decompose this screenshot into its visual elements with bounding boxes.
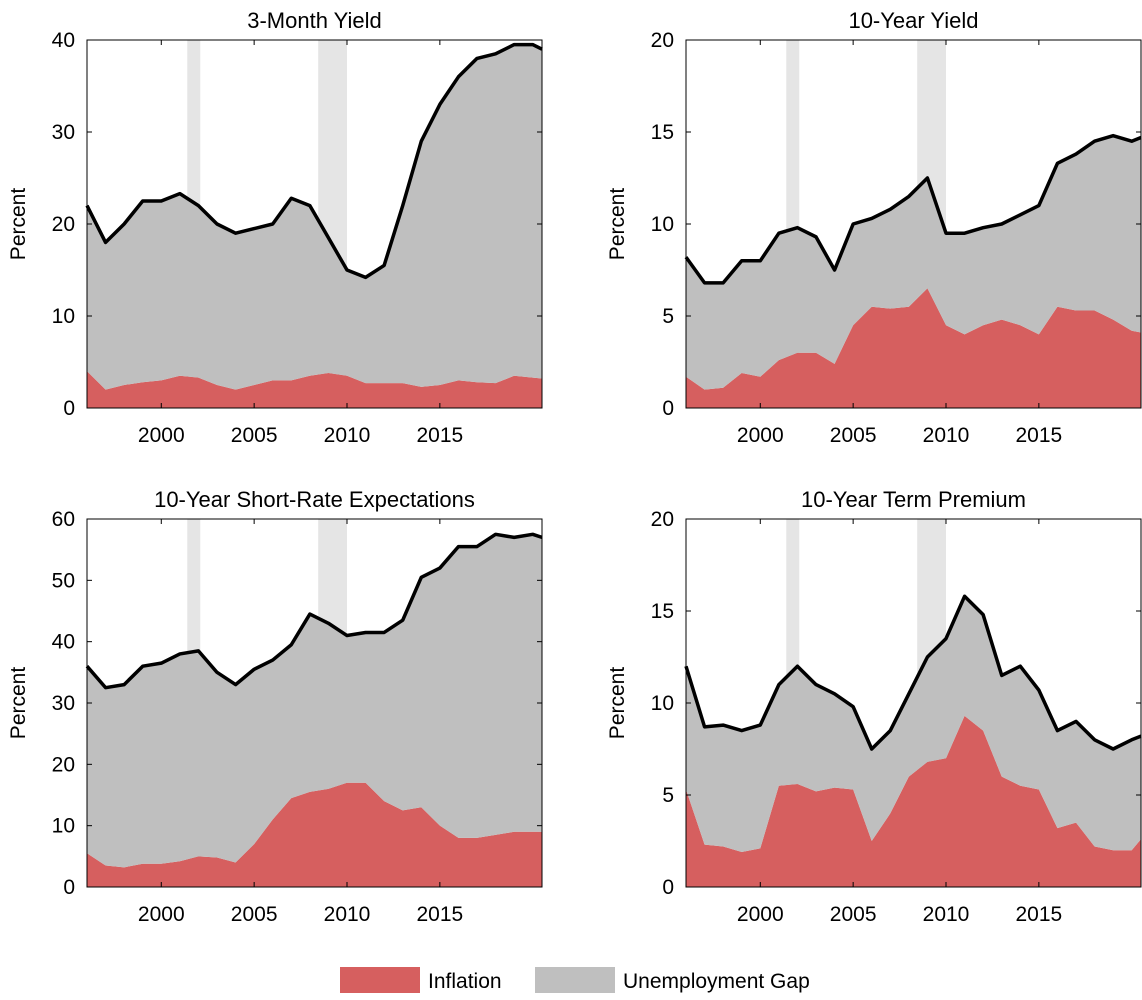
legend-label: Unemployment Gap — [623, 970, 810, 993]
x-tick-label: 2015 — [416, 424, 463, 447]
y-tick-label: 0 — [662, 876, 674, 899]
legend-label: Inflation — [428, 970, 502, 993]
chart-title: 10-Year Term Premium — [801, 487, 1026, 512]
area — [686, 135, 1141, 390]
x-tick-label: 2015 — [416, 903, 463, 926]
chart-title: 10-Year Short-Rate Expectations — [154, 487, 475, 512]
x-tick-label: 2010 — [324, 903, 371, 926]
x-tick-label: 2005 — [830, 424, 877, 447]
area — [686, 288, 1141, 408]
legend-swatch — [340, 967, 420, 993]
plot-frame — [86, 39, 543, 409]
y-tick-label: 5 — [662, 305, 674, 328]
y-tick-label: 50 — [52, 569, 75, 592]
y-tick-label: 10 — [52, 305, 75, 328]
x-tick-label: 2010 — [923, 903, 970, 926]
plot-frame — [685, 39, 1142, 409]
top-line — [85, 532, 543, 690]
y-tick-label: 20 — [52, 753, 75, 776]
legend-swatch — [535, 967, 615, 993]
x-tick-label: 2010 — [923, 424, 970, 447]
y-axis-label: Percent — [606, 188, 629, 261]
panel: 0 5 10 15 20 2000 2005 2010 2015 10-Year Term Pre… — [606, 487, 1142, 926]
area — [87, 534, 542, 868]
x-tick-label: 2015 — [1015, 424, 1062, 447]
y-tick-label: 40 — [52, 631, 75, 654]
plot-frame — [86, 518, 543, 888]
y-tick-label: 0 — [63, 876, 75, 899]
area — [87, 371, 542, 408]
area — [87, 782, 542, 887]
y-tick-label: 15 — [651, 600, 674, 623]
chart-title: 3-Month Yield — [247, 8, 382, 33]
y-tick-label: 40 — [52, 29, 75, 52]
x-tick-label: 2000 — [737, 424, 784, 447]
y-tick-label: 20 — [651, 29, 674, 52]
area — [686, 715, 1141, 887]
y-tick-label: 0 — [63, 397, 75, 420]
y-tick-label: 15 — [651, 121, 674, 144]
x-tick-label: 2015 — [1015, 903, 1062, 926]
plot-frame — [685, 518, 1142, 888]
x-tick-label: 2000 — [138, 424, 185, 447]
y-tick-label: 10 — [651, 692, 674, 715]
legend: Inflation Unemployment Gap — [340, 967, 810, 993]
y-axis-label: Percent — [606, 667, 629, 740]
y-axis-label: Percent — [7, 188, 30, 261]
y-tick-label: 20 — [52, 213, 75, 236]
y-tick-label: 30 — [52, 121, 75, 144]
y-tick-label: 5 — [662, 784, 674, 807]
y-tick-label: 60 — [52, 508, 75, 531]
y-tick-label: 20 — [651, 508, 674, 531]
panel: 0 5 10 15 20 2000 2005 2010 2015 10-Year Yield Per… — [606, 8, 1142, 447]
top-line — [684, 133, 1142, 285]
x-tick-label: 2005 — [830, 903, 877, 926]
top-line — [85, 42, 543, 280]
y-tick-label: 30 — [52, 692, 75, 715]
top-line — [684, 594, 1142, 751]
x-tick-label: 2010 — [324, 424, 371, 447]
area — [686, 596, 1141, 853]
y-tick-label: 0 — [662, 397, 674, 420]
x-tick-label: 2000 — [138, 903, 185, 926]
chart-title: 10-Year Yield — [848, 8, 978, 33]
panel: 0 10 20 30 40 50 60 2000 2005 2010 2015 10-Year Sho… — [7, 487, 543, 926]
x-tick-label: 2000 — [737, 903, 784, 926]
y-tick-label: 10 — [651, 213, 674, 236]
x-tick-label: 2005 — [231, 903, 278, 926]
y-tick-label: 10 — [52, 815, 75, 838]
y-axis-label: Percent — [7, 667, 30, 740]
x-tick-label: 2005 — [231, 424, 278, 447]
panel: 0 10 20 30 40 2000 2005 2010 2015 3-Month Yield Pe… — [7, 8, 543, 447]
